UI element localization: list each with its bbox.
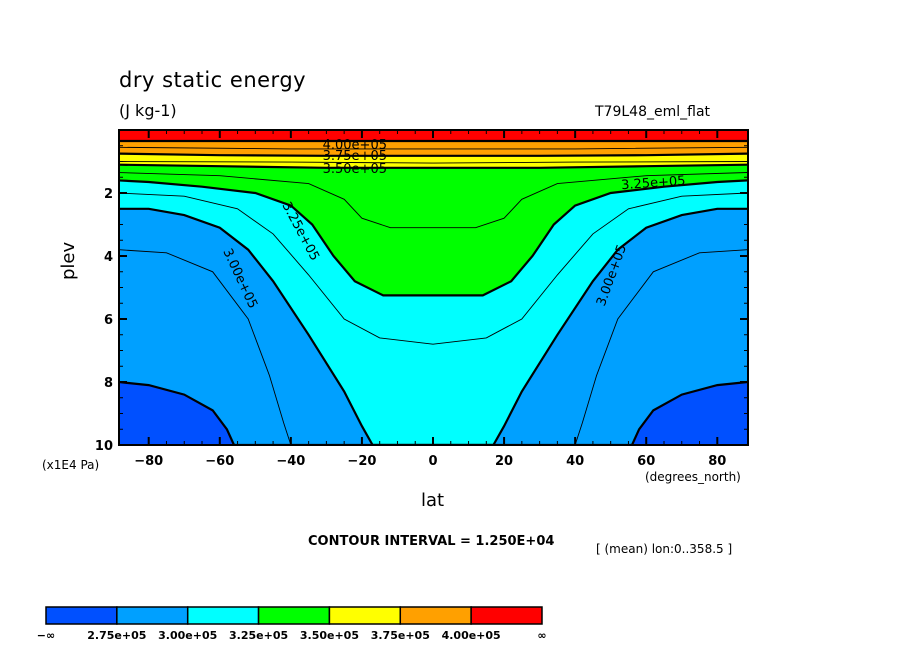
colorbar-label: 3.25e+05 (229, 629, 288, 642)
colorbar-label: 3.50e+05 (300, 629, 359, 642)
colorbar-box (470, 606, 543, 625)
contour-label: 3.25e+05 (621, 174, 686, 193)
y-tick-label: 2 (104, 187, 113, 202)
colorbar-box (186, 606, 260, 625)
colorbar-label: 3.75e+05 (371, 629, 430, 642)
contour-line-major (119, 152, 748, 157)
contour-line-major (119, 179, 748, 297)
x-axis-label: lat (421, 490, 445, 511)
x-tick-label: 20 (495, 454, 513, 469)
contour-fills (119, 130, 748, 445)
chart-title: dry static energy (119, 68, 307, 92)
plot-axes: −80 −60 −40 −20 0 20 40 60 80 2 4 6 8 10 (95, 129, 749, 469)
x-tick-label: 0 (428, 454, 437, 469)
contour-label: 3.50e+05 (323, 162, 387, 177)
colorbar-box (399, 606, 472, 625)
contour-lines (119, 139, 748, 445)
contour-line-minor (119, 249, 748, 445)
y-tick-label: 6 (104, 313, 113, 328)
x-tick-label: 40 (566, 454, 584, 469)
contour-line-minor (119, 161, 748, 164)
colorbar: −∞ 2.75e+05 3.00e+05 3.25e+05 3.50e+05 3.75e+… (37, 606, 547, 642)
x-tick-label: −60 (205, 454, 234, 469)
x-tick-label: 60 (637, 454, 655, 469)
x-axis-units: (degrees_north) (645, 470, 741, 484)
x-tick-label: 80 (708, 454, 726, 469)
contour-label: 4.00e+05 (323, 138, 387, 153)
contour-line-minor (119, 146, 748, 150)
y-axis-units: (x1E4 Pa) (42, 458, 100, 472)
colorbar-box (257, 606, 331, 625)
colorbar-box (116, 606, 189, 625)
averaging-note: [ (mean) lon:0..358.5 ] (596, 542, 733, 556)
experiment-name: T79L48_eml_flat (595, 104, 711, 120)
colorbar-box (328, 606, 402, 625)
y-tick-label: 8 (104, 376, 113, 391)
contour-label: 3.75e+05 (323, 149, 387, 164)
y-tick-label: 4 (104, 250, 113, 265)
colorbar-box (45, 606, 118, 625)
x-tick-label: −20 (347, 454, 376, 469)
x-tick-label: −40 (276, 454, 305, 469)
chart-units: (J kg-1) (119, 101, 177, 120)
colorbar-label: 4.00e+05 (442, 629, 501, 642)
colorbar-label: ∞ (537, 629, 546, 642)
colorbar-label: 3.00e+05 (158, 629, 217, 642)
x-tick-label: −80 (134, 454, 163, 469)
contour-interval-note: CONTOUR INTERVAL = 1.250E+04 (308, 534, 555, 549)
contour-line-major (119, 207, 748, 445)
contour-line-minor (119, 192, 748, 345)
colorbar-label: 2.75e+05 (87, 629, 146, 642)
contour-line-major (119, 163, 748, 169)
band-fill-3 (119, 130, 748, 296)
y-tick-label: 10 (95, 439, 113, 454)
contour-line-major (119, 380, 748, 445)
contour-line-minor (119, 172, 748, 229)
colorbar-label: −∞ (37, 629, 55, 642)
